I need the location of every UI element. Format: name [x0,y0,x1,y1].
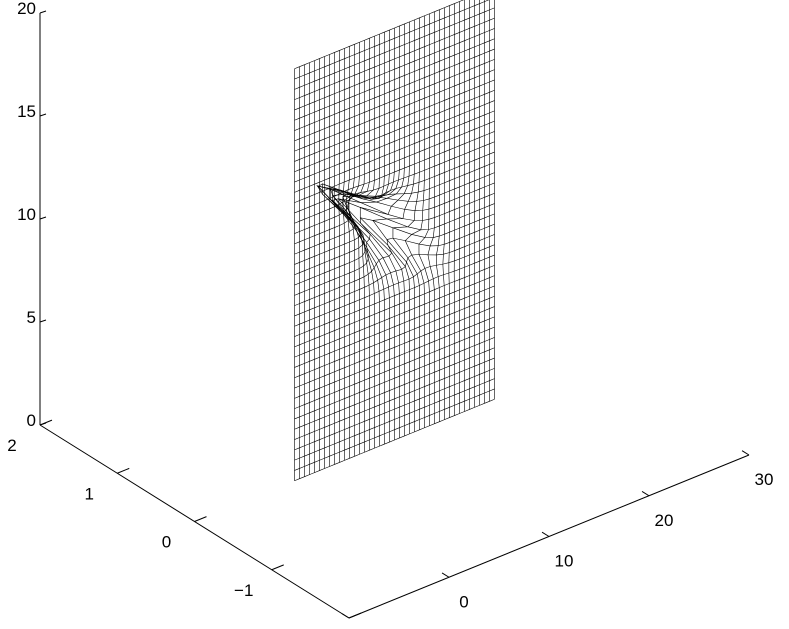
mesh-line-z [294,213,495,296]
z-tick [39,319,47,323]
mesh-line-z [294,79,495,162]
mesh-line-z [294,378,495,461]
y-tick-label: −1 [234,581,253,600]
mesh-line-z [294,347,495,430]
mesh-line-z [294,162,495,245]
x-tick-label: 30 [755,470,774,489]
y-tick [194,516,207,522]
mesh-line-z [294,316,495,399]
mesh-line-z [294,28,495,111]
x-tick-label: 0 [459,592,468,611]
mesh-line-z [294,110,495,193]
z-tick-label: 20 [17,0,36,18]
mesh-line-z [294,223,495,306]
mesh-line-z [294,368,495,451]
mesh-line-z [294,131,495,214]
x-tick [441,572,450,578]
z-tick-label: 0 [27,411,36,430]
x-tick [541,531,550,537]
mesh-line-z [294,337,495,420]
mesh-line-z [294,295,495,379]
mesh-line-z [294,234,495,317]
z-tick [39,422,47,426]
x-tick [341,613,350,619]
x-tick-label: 10 [555,552,574,571]
y-tick-label: 0 [162,533,171,552]
mesh-line-z [294,120,495,203]
mesh-line-z [294,398,495,482]
mesh-line-z [294,141,495,224]
mesh-line-z [294,48,495,131]
y-tick [117,467,130,474]
mesh-line-z [294,388,495,471]
mesh-line-z [294,69,495,152]
axes [39,10,750,619]
mesh-line-z [294,38,495,121]
mesh-line-z [294,357,495,440]
z-tick-label: 10 [17,205,36,224]
mesh-line-z [294,244,495,327]
mesh-line-z [294,265,495,348]
mesh-line-z [294,100,495,183]
mesh-line-z [294,254,495,337]
z-tick-label: 5 [27,308,36,327]
z-tick [39,216,47,220]
mesh-line-z [294,326,495,409]
mesh-line-z [294,306,495,389]
surface-mesh [294,0,495,482]
mesh-line-z [294,185,495,276]
mesh-line-z [294,59,495,142]
z-tick [39,10,47,14]
mesh-line-z [294,151,495,234]
z-tick [39,113,47,117]
mesh-line-z [294,172,495,255]
x-tick [741,450,750,456]
x-tick-label: 20 [655,511,674,530]
mesh-line-z [294,0,490,80]
z-tick-label: 15 [17,102,36,121]
y-tick-label: 2 [7,436,16,455]
mesh-line-z [294,0,465,70]
y-tick-label: 1 [85,484,94,503]
mesh-line-z [294,285,495,368]
mesh-line-z [294,275,495,358]
mesh-line-z [294,89,495,173]
mesh-line-z [294,17,495,100]
y-tick [348,612,362,619]
x-tick [641,490,650,497]
mesh-line-z [294,7,495,90]
y-tick [271,564,284,571]
